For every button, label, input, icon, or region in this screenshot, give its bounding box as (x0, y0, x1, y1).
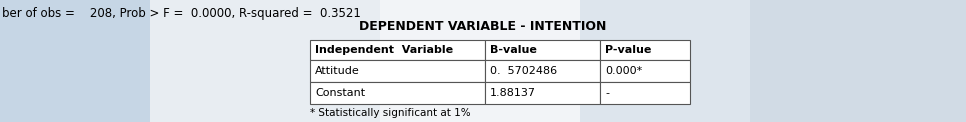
Bar (310, 40, 485, 60)
Text: Independent  Variable: Independent Variable (315, 45, 453, 55)
Bar (600, 60, 690, 82)
Bar (485, 82, 600, 104)
Bar (485, 40, 600, 60)
Text: P-value: P-value (605, 45, 651, 55)
Text: 0.  5702486: 0. 5702486 (490, 66, 557, 76)
Bar (600, 82, 690, 104)
Text: * Statistically significant at 1%: * Statistically significant at 1% (310, 108, 470, 118)
Text: Attitude: Attitude (315, 66, 359, 76)
Text: Constant: Constant (315, 88, 365, 98)
Text: B-value: B-value (490, 45, 537, 55)
Text: ber of obs =    208, Prob > F =  0.0000, R-squared =  0.3521: ber of obs = 208, Prob > F = 0.0000, R-s… (2, 7, 361, 20)
Text: 0.000*: 0.000* (605, 66, 642, 76)
Text: -: - (605, 88, 609, 98)
Bar (310, 82, 485, 104)
Text: 1.88137: 1.88137 (490, 88, 536, 98)
Text: DEPENDENT VARIABLE - INTENTION: DEPENDENT VARIABLE - INTENTION (359, 20, 607, 33)
Bar (600, 40, 690, 60)
Bar (485, 60, 600, 82)
Bar (310, 60, 485, 82)
